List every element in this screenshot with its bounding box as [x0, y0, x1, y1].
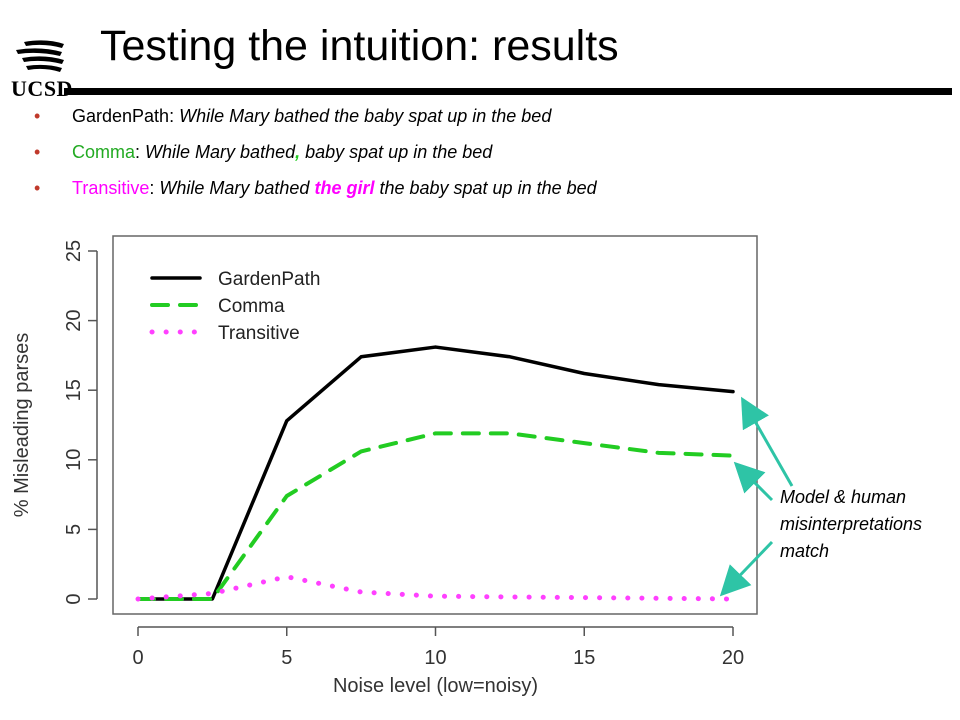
line-chart: 0 5 10 15 20 Noise level (low=noisy) 0 5 10 15 20 2…	[11, 235, 794, 697]
y-tick-label: 25	[63, 240, 85, 262]
x-tick-label: 5	[281, 647, 292, 669]
y-axis-label: % Misleading parses	[11, 333, 33, 518]
series-line-gardenpath	[136, 345, 735, 601]
bullet-comma: • Comma: While Mary bathed, baby spat up…	[34, 140, 597, 176]
legend-label: Comma	[218, 296, 285, 317]
x-tick-label: 0	[132, 647, 143, 669]
bullet-sentence-start: While Mary bathed	[145, 142, 296, 162]
bullet-sentence: While Mary bathed the baby spat up in th…	[179, 106, 552, 126]
plot-frame	[112, 235, 758, 615]
bullet-sentence-end: baby spat up in the bed	[300, 142, 493, 162]
bullet-label: GardenPath	[72, 106, 170, 126]
bullet-sentence-end: the baby spat up in the bed	[374, 178, 597, 198]
series-line-comma	[136, 431, 735, 601]
bullet-dot-icon: •	[34, 178, 41, 198]
bullet-transitive: • Transitive: While Mary bathed the girl…	[34, 176, 597, 212]
y-tick-label: 15	[63, 379, 85, 401]
series-line-transitive	[135, 574, 736, 602]
x-tick-label: 15	[573, 647, 595, 669]
bullet-label: Transitive	[72, 178, 150, 198]
bullet-separator: :	[169, 106, 180, 126]
annotation-line: misinterpretations	[780, 514, 923, 534]
y-tick-label: 20	[63, 309, 85, 331]
annotation-arrow	[733, 461, 774, 502]
annotation: Model & human misinterpretations match	[780, 484, 922, 565]
y-tick-label: 0	[63, 593, 85, 604]
bullet-gardenpath: • GardenPath: While Mary bathed the baby…	[34, 104, 597, 140]
bullet-dot-icon: •	[34, 142, 41, 162]
legend-label: GardenPath	[218, 269, 320, 290]
annotation-arrow	[719, 540, 774, 597]
bullet-highlight: ,	[295, 142, 301, 162]
page-title: Testing the intuition: results	[100, 22, 619, 70]
legend-label: Transitive	[218, 323, 300, 344]
bullet-sentence-start: While Mary bathed	[159, 178, 315, 198]
logo-text: UCSD	[11, 76, 73, 101]
x-tick-label: 10	[424, 647, 446, 669]
bullet-separator: :	[149, 178, 160, 198]
y-tick-label: 5	[63, 524, 85, 535]
wave-logo-icon	[16, 40, 64, 72]
x-axis-label: Noise level (low=noisy)	[333, 675, 538, 697]
bullet-separator: :	[135, 142, 146, 162]
bullet-highlight: the girl	[314, 178, 375, 198]
annotation-line: match	[780, 541, 830, 561]
x-tick-label: 20	[722, 647, 744, 669]
ucsd-logo: UCSD	[6, 40, 72, 102]
title-rule	[64, 88, 952, 95]
bullet-dot-icon: •	[34, 106, 41, 126]
annotation-arrow	[741, 396, 794, 487]
bullet-list: • GardenPath: While Mary bathed the baby…	[34, 104, 597, 212]
y-tick-label: 10	[63, 449, 85, 471]
bullet-label: Comma	[72, 142, 136, 162]
annotation-line: Model & human	[780, 487, 907, 507]
